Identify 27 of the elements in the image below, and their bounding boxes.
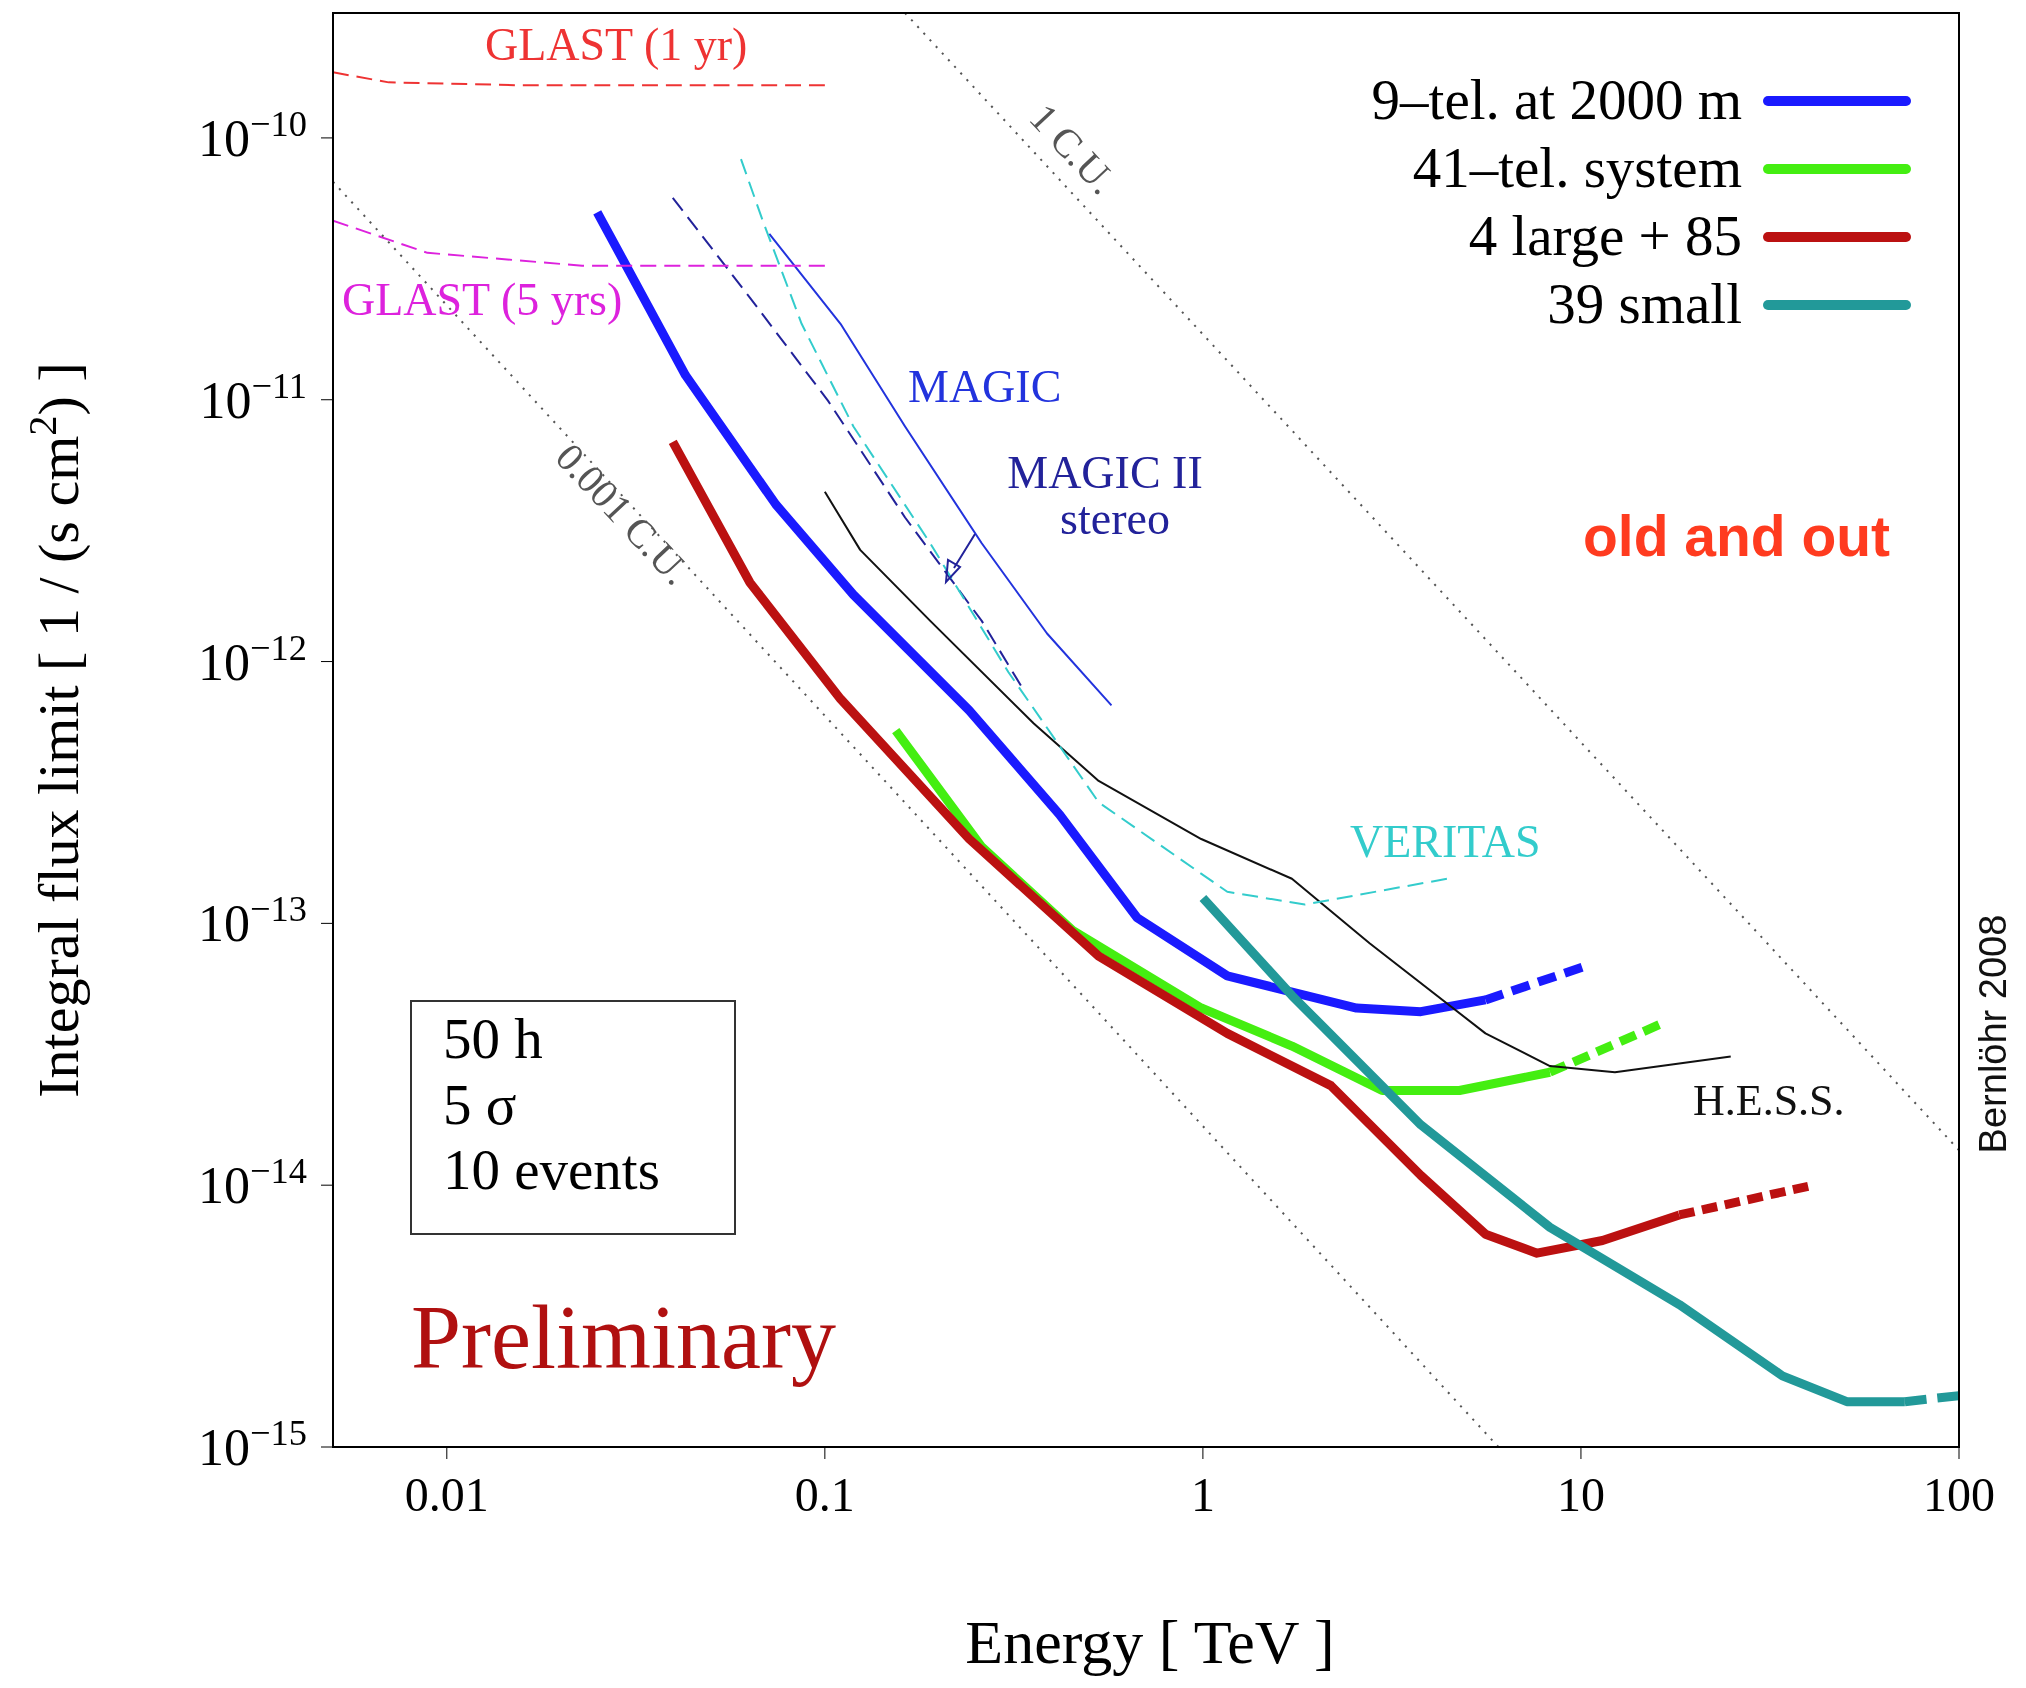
y-tick-label: 10$^{−12}$ — [198, 627, 307, 691]
x-tick-label: 1 — [1190, 1468, 1215, 1521]
legend-label: 4 large + 85 — [1468, 204, 1742, 267]
x-tick-label: 0.01 — [404, 1468, 489, 1521]
y-tick-label: 10$^{−11}$ — [199, 365, 307, 429]
text: 1 C.U. — [1020, 95, 1126, 204]
series-label: VERITAS — [1350, 815, 1541, 867]
x-tick-label: 100 — [1923, 1468, 1995, 1521]
series-label: GLAST (1 yr) — [485, 18, 748, 70]
series-label: GLAST (5 yrs) — [342, 273, 623, 325]
legend-label: 39 small — [1547, 272, 1742, 335]
x-tick-label: 10 — [1556, 1468, 1605, 1521]
x-axis-title: Energy [ TeV ] — [965, 1608, 1335, 1676]
series-label: MAGIC — [908, 360, 1062, 412]
y-tick-label: 10$^{−10}$ — [198, 103, 307, 167]
legend-label: 41–tel. system — [1412, 136, 1742, 199]
annotation: Preliminary — [411, 1288, 836, 1387]
legend-label: 9–tel. at 2000 m — [1371, 68, 1742, 131]
annotation: old and out — [1583, 504, 1891, 568]
series-label: H.E.S.S. — [1693, 1076, 1845, 1126]
y-tick-label: 10$^{−15}$ — [198, 1413, 307, 1476]
annotation: 50 h 5 σ 10 events — [443, 1007, 660, 1202]
series-label: MAGIC II stereo — [1007, 447, 1203, 544]
y-tick-label: 10$^{−14}$ — [198, 1151, 307, 1215]
text: Bernlöhr 2008 — [1972, 914, 2015, 1154]
y-tick-label: 10$^{−13}$ — [198, 889, 307, 953]
x-tick-label: 0.1 — [794, 1468, 855, 1521]
